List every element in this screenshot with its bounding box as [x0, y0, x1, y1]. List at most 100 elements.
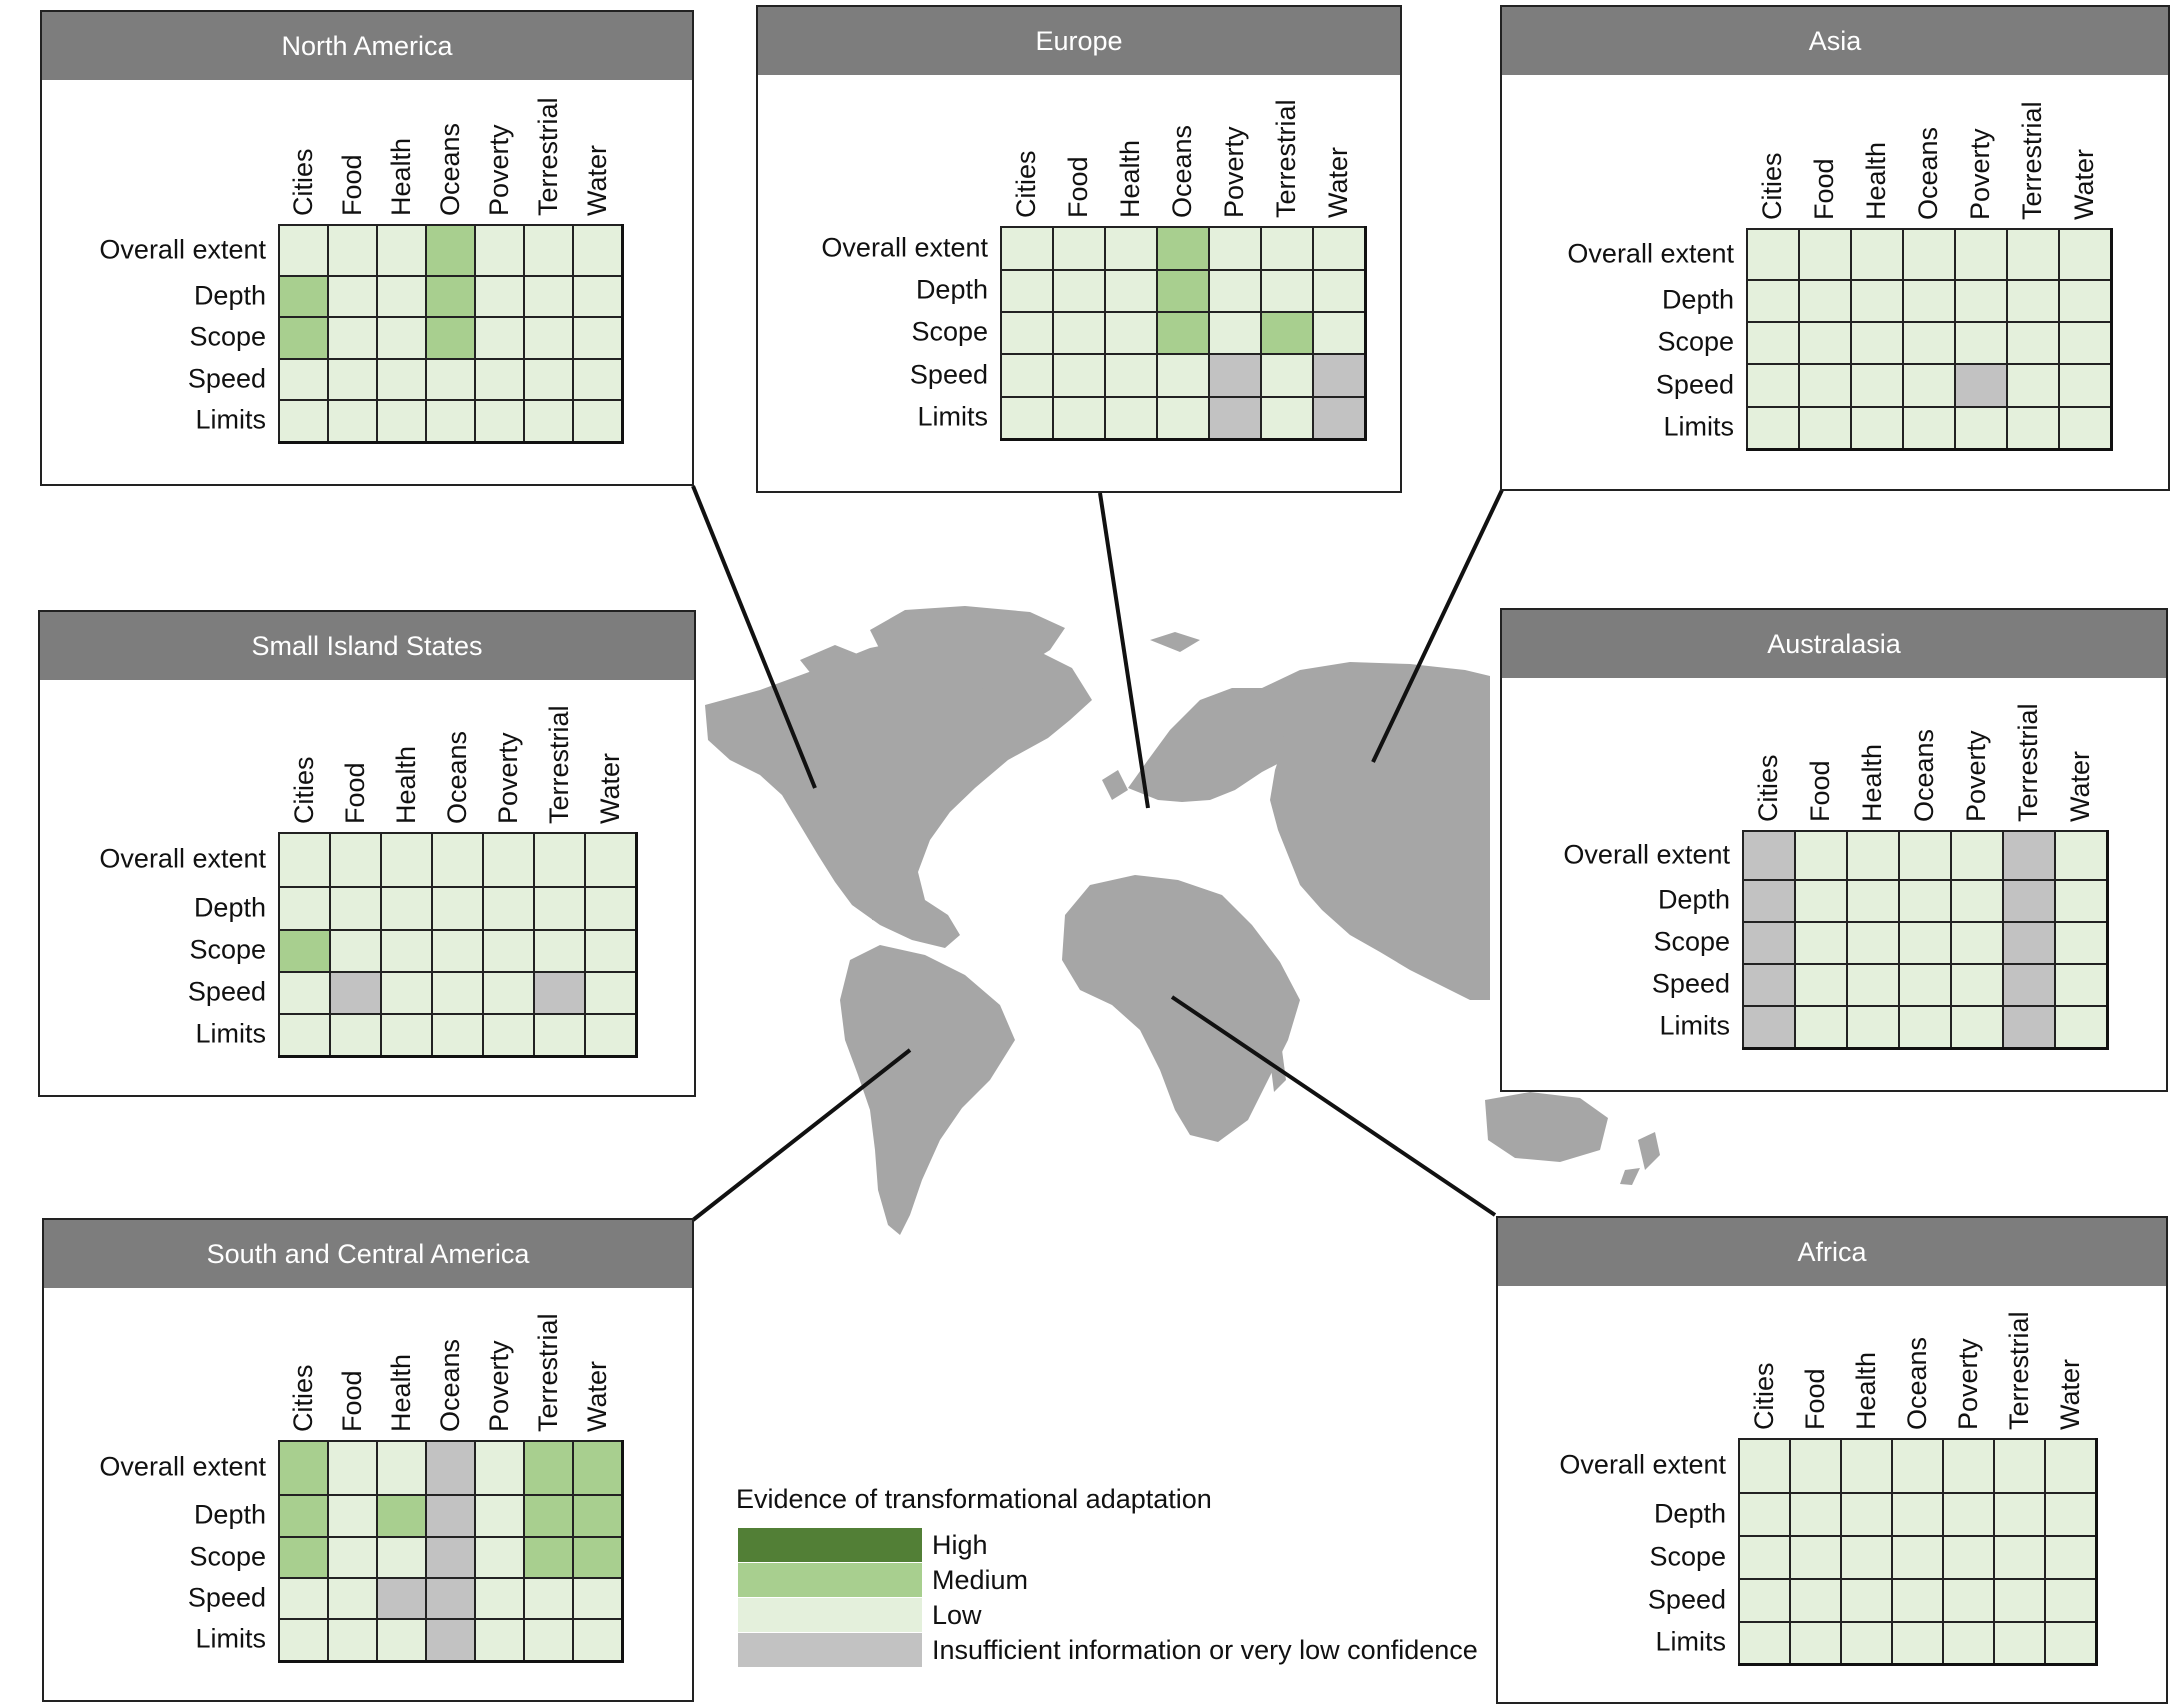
region-title: Small Island States [40, 612, 694, 680]
row-label: Overall extent [1559, 1449, 1726, 1480]
matrix-cell [2058, 321, 2110, 363]
matrix-cell [482, 832, 533, 886]
matrix-cell [523, 1618, 572, 1660]
row-label: Depth [193, 280, 266, 310]
column-label: Health [1850, 1351, 1881, 1430]
matrix-cell [1850, 363, 1902, 406]
matrix-cell [278, 399, 327, 441]
row-label: Overall extent [99, 1451, 266, 1482]
matrix-cell [1156, 311, 1208, 353]
matrix-cell [1798, 321, 1850, 363]
matrix-cell [278, 1536, 327, 1577]
row-label: Overall extent [99, 843, 266, 874]
matrix-cell [380, 1013, 431, 1055]
matrix-cell [474, 399, 523, 441]
matrix-cell [533, 832, 584, 886]
matrix-cell [329, 832, 380, 886]
matrix-cell [1993, 1578, 2044, 1621]
matrix-cell [425, 224, 474, 275]
row-label: Depth [1653, 1498, 1726, 1528]
matrix-cell [1104, 396, 1156, 438]
leader-line-africa [1170, 995, 1497, 1217]
column-label: Terrestrial [2017, 101, 2047, 220]
matrix-cell [2002, 1005, 2054, 1047]
matrix-cell [1794, 879, 1846, 921]
column-label: Terrestrial [532, 1313, 563, 1432]
column-label: Water [594, 752, 625, 824]
matrix-cell [1840, 1492, 1891, 1535]
matrix-cell [1104, 226, 1156, 269]
leader-line-asia [1371, 489, 1504, 763]
matrix-cell [1840, 1438, 1891, 1492]
matrix-cell [474, 1536, 523, 1577]
matrix-cell [1898, 921, 1950, 963]
matrix-cell [2054, 963, 2106, 1005]
matrix-cell [1993, 1535, 2044, 1578]
matrix-cell [1260, 353, 1312, 396]
matrix-cell [380, 971, 431, 1013]
column-label: Health [385, 1353, 416, 1432]
matrix-cell [1052, 226, 1104, 269]
column-label: Cities [287, 148, 318, 216]
matrix-cell [1260, 269, 1312, 311]
matrix-cell [1746, 279, 1798, 321]
matrix-cell [1742, 921, 1794, 963]
matrix-cell [572, 399, 621, 441]
matrix-cell [1850, 321, 1902, 363]
matrix-cell [278, 929, 329, 971]
matrix-cell [523, 1536, 572, 1577]
matrix-cell [376, 224, 425, 275]
matrix-cell [1738, 1535, 1789, 1578]
matrix-cell [1742, 830, 1794, 879]
matrix-cell [1104, 269, 1156, 311]
matrix-cell [1950, 963, 2002, 1005]
matrix-cell [474, 1577, 523, 1618]
matrix-cell [1898, 1005, 1950, 1047]
matrix-cell [1260, 311, 1312, 353]
matrix-cell [1954, 406, 2006, 448]
matrix-cell [1798, 279, 1850, 321]
matrix-cell [474, 1494, 523, 1536]
matrix-cell [1052, 353, 1104, 396]
matrix-cell [327, 316, 376, 358]
legend-label-high: High [932, 1530, 988, 1560]
matrix-cell [376, 316, 425, 358]
matrix-cell [278, 1494, 327, 1536]
matrix-cell [327, 1494, 376, 1536]
matrix-cell [376, 358, 425, 399]
column-label: Poverty [483, 1340, 514, 1432]
matrix-cell [2054, 879, 2106, 921]
matrix-cell [1742, 1005, 1794, 1047]
matrix-cell [1052, 396, 1104, 438]
column-label: Oceans [434, 1338, 465, 1432]
row-label: Limits [195, 1623, 266, 1654]
matrix-cell [1846, 830, 1898, 879]
row-label: Speed [1651, 968, 1730, 999]
row-label: Scope [911, 316, 988, 347]
region-panel-africa: Africa Cities Food Health Oceans Poverty Terre… [1496, 1216, 2168, 1704]
row-label: Depth [193, 1499, 266, 1530]
matrix-cell [1950, 921, 2002, 963]
matrix-cell [278, 358, 327, 399]
matrix-cell [1942, 1492, 1993, 1535]
matrix-cell [2058, 228, 2110, 279]
matrix-cell [1260, 396, 1312, 438]
evidence-matrix [278, 1440, 624, 1663]
matrix-cell [523, 358, 572, 399]
column-label: Oceans [441, 730, 472, 824]
matrix-cell [1954, 279, 2006, 321]
region-title: Africa [1498, 1218, 2166, 1286]
matrix-cell [1746, 228, 1798, 279]
matrix-cell [1789, 1535, 1840, 1578]
row-label: Scope [1649, 1541, 1726, 1571]
evidence-matrix [1746, 228, 2113, 451]
column-label: Poverty [1961, 730, 1991, 822]
matrix-cell [278, 971, 329, 1013]
matrix-cell [431, 832, 482, 886]
matrix-cell [572, 1440, 621, 1494]
legend-swatch-medium [738, 1563, 922, 1597]
matrix-cell [2002, 963, 2054, 1005]
matrix-cell [431, 886, 482, 929]
matrix-cell [1738, 1621, 1789, 1663]
